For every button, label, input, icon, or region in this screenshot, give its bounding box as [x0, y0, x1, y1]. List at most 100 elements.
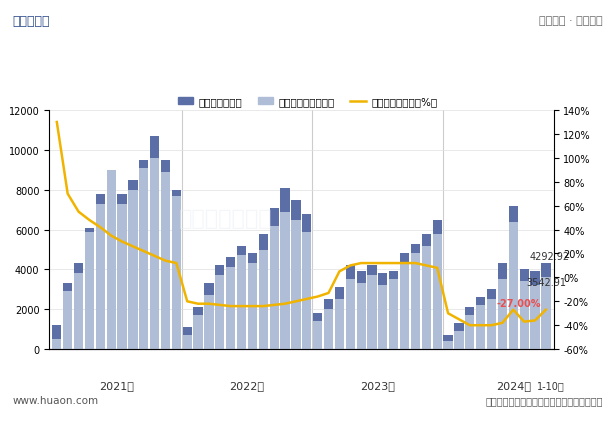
Bar: [139, 168, 148, 349]
商品房销售增速（%）: [151, 254, 158, 259]
商品房销售增速（%）: [520, 320, 528, 325]
Bar: [129, 190, 138, 349]
Bar: [106, 178, 116, 349]
Bar: [357, 272, 366, 349]
Bar: [357, 284, 366, 349]
Bar: [215, 266, 224, 349]
Text: 专业严谨 · 客观科学: 专业严谨 · 客观科学: [539, 16, 603, 26]
Bar: [52, 325, 62, 349]
商品房销售增速（%）: [205, 302, 213, 307]
Text: 2023年: 2023年: [360, 380, 395, 390]
Bar: [520, 270, 529, 349]
Bar: [530, 286, 539, 349]
Bar: [454, 323, 464, 349]
Bar: [280, 188, 290, 349]
商品房销售增速（%）: [325, 291, 332, 296]
商品房销售增速（%）: [531, 318, 539, 323]
Bar: [74, 274, 83, 349]
Bar: [487, 299, 496, 349]
Text: 4292.92: 4292.92: [530, 252, 569, 262]
Text: 2022年: 2022年: [229, 380, 264, 390]
商品房销售增速（%）: [248, 304, 256, 309]
商品房销售增速（%）: [292, 299, 300, 304]
Bar: [150, 137, 159, 349]
Bar: [161, 173, 170, 349]
Text: 1-10月: 1-10月: [538, 380, 565, 390]
商品房销售增速（%）: [445, 311, 452, 316]
商品房销售增速（%）: [173, 261, 180, 266]
商品房销售增速（%）: [162, 259, 169, 264]
Bar: [530, 272, 539, 349]
Bar: [302, 214, 311, 349]
Bar: [498, 280, 507, 349]
商品房销售增速（%）: [64, 192, 71, 197]
Text: 2021-2024年10月四川省房地产商品住宅及商品住宅现房销售额: 2021-2024年10月四川省房地产商品住宅及商品住宅现房销售额: [157, 60, 458, 76]
Bar: [411, 254, 420, 349]
Bar: [117, 204, 127, 349]
商品房销售增速（%）: [140, 249, 148, 254]
商品房销售增速（%）: [542, 308, 550, 313]
商品房销售增速（%）: [379, 261, 387, 266]
Bar: [411, 244, 420, 349]
Bar: [422, 246, 431, 349]
Bar: [194, 316, 203, 349]
商品房销售增速（%）: [499, 320, 506, 325]
Bar: [389, 272, 399, 349]
商品房销售增速（%）: [488, 323, 495, 328]
Bar: [476, 305, 485, 349]
Bar: [248, 254, 257, 349]
Bar: [183, 328, 192, 349]
Bar: [422, 234, 431, 349]
商品房销售增速（%）: [118, 239, 125, 245]
商品房销售增速（%）: [53, 120, 60, 125]
Bar: [226, 268, 236, 349]
Bar: [400, 264, 409, 349]
Bar: [443, 335, 453, 349]
Bar: [400, 254, 409, 349]
商品房销售增速（%）: [260, 304, 267, 309]
商品房销售增速（%）: [401, 261, 408, 266]
Bar: [150, 158, 159, 349]
Text: 2021年: 2021年: [99, 380, 134, 390]
Bar: [454, 331, 464, 349]
商品房销售增速（%）: [347, 263, 354, 268]
Bar: [161, 161, 170, 349]
Bar: [215, 276, 224, 349]
Bar: [63, 284, 73, 349]
Bar: [335, 299, 344, 349]
商品房销售增速（%）: [194, 302, 202, 307]
Bar: [335, 288, 344, 349]
商品房销售增速（%）: [238, 304, 245, 309]
Bar: [172, 190, 181, 349]
Bar: [74, 264, 83, 349]
Text: 2024年: 2024年: [496, 380, 531, 390]
Bar: [52, 340, 62, 349]
商品房销售增速（%）: [466, 323, 474, 328]
Bar: [194, 308, 203, 349]
Bar: [117, 194, 127, 349]
Bar: [465, 308, 474, 349]
Bar: [248, 264, 257, 349]
Bar: [302, 232, 311, 349]
Bar: [63, 292, 73, 349]
Bar: [432, 234, 442, 349]
Bar: [541, 278, 550, 349]
Bar: [172, 196, 181, 349]
Bar: [237, 246, 246, 349]
商品房销售增速（%）: [455, 317, 462, 322]
Bar: [367, 276, 376, 349]
商品房销售增速（%）: [183, 299, 191, 304]
Text: 数据来源：国家统计局；华经产业研究院整理: 数据来源：国家统计局；华经产业研究院整理: [485, 395, 603, 406]
Bar: [139, 161, 148, 349]
Bar: [96, 194, 105, 349]
商品房销售增速（%）: [336, 269, 343, 274]
Bar: [96, 204, 105, 349]
商品房销售增速（%）: [314, 294, 322, 299]
Bar: [259, 250, 268, 349]
商品房销售增速（%）: [510, 308, 517, 313]
商品房销售增速（%）: [85, 218, 93, 223]
Bar: [432, 220, 442, 349]
商品房销售增速（%）: [303, 296, 311, 302]
Bar: [106, 170, 116, 349]
Bar: [237, 256, 246, 349]
